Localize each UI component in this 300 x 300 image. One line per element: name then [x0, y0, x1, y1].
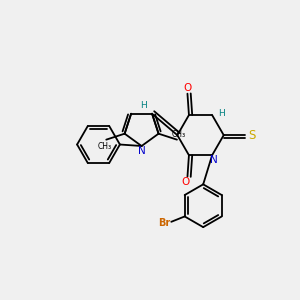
Text: N: N: [138, 146, 146, 156]
Text: S: S: [248, 129, 255, 142]
Text: CH₃: CH₃: [171, 130, 185, 139]
Text: O: O: [182, 177, 190, 187]
Text: CH₃: CH₃: [98, 142, 112, 151]
Text: N: N: [210, 155, 218, 165]
Text: Br: Br: [158, 218, 170, 228]
Text: H: H: [218, 109, 225, 118]
Text: H: H: [140, 101, 147, 110]
Text: O: O: [183, 83, 192, 93]
